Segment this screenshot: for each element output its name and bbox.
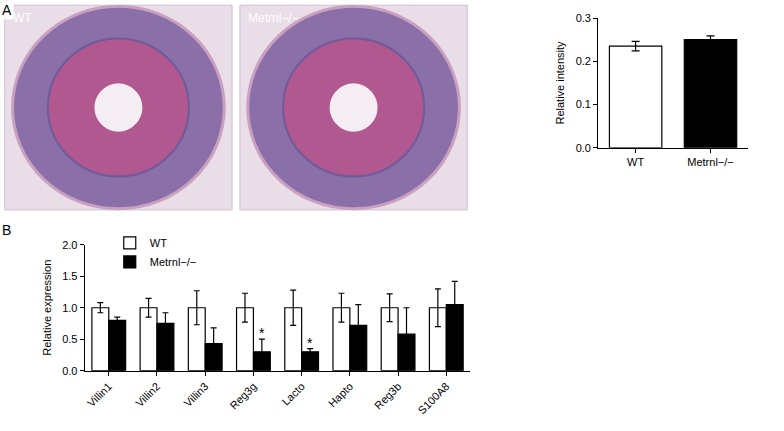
svg-text:Lacto: Lacto — [279, 380, 307, 408]
svg-text:B: B — [2, 222, 11, 238]
svg-text:1.5: 1.5 — [62, 270, 77, 282]
svg-text:Reg3g: Reg3g — [227, 380, 258, 411]
svg-text:2.0: 2.0 — [62, 239, 77, 251]
svg-text:*: * — [259, 325, 265, 341]
svg-text:0.5: 0.5 — [62, 333, 77, 345]
svg-text:Villin2: Villin2 — [133, 380, 162, 409]
svg-text:WT: WT — [627, 156, 644, 168]
svg-text:Relative expression: Relative expression — [41, 260, 53, 356]
svg-text:Villin3: Villin3 — [181, 380, 210, 409]
svg-text:1.0: 1.0 — [62, 302, 77, 314]
svg-text:Reg3b: Reg3b — [372, 380, 403, 411]
svg-text:0.1: 0.1 — [576, 98, 591, 110]
svg-text:Villin1: Villin1 — [85, 380, 114, 409]
svg-text:0.0: 0.0 — [576, 142, 591, 154]
svg-text:Hapto: Hapto — [326, 380, 355, 409]
svg-text:0.3: 0.3 — [576, 12, 591, 24]
svg-text:Metrnl−/−: Metrnl−/− — [248, 11, 299, 25]
svg-text:A: A — [2, 2, 12, 18]
svg-text:*: * — [307, 335, 313, 351]
svg-text:Metrnl−/−: Metrnl−/− — [150, 256, 196, 268]
svg-text:WT: WT — [13, 11, 32, 25]
svg-text:0.2: 0.2 — [576, 55, 591, 67]
svg-text:Relative intensity: Relative intensity — [554, 41, 566, 125]
svg-text:Metrnl−/−: Metrnl−/− — [687, 156, 733, 168]
svg-text:0.0: 0.0 — [62, 365, 77, 377]
svg-text:WT: WT — [150, 237, 167, 249]
svg-text:S100A8: S100A8 — [415, 380, 451, 416]
